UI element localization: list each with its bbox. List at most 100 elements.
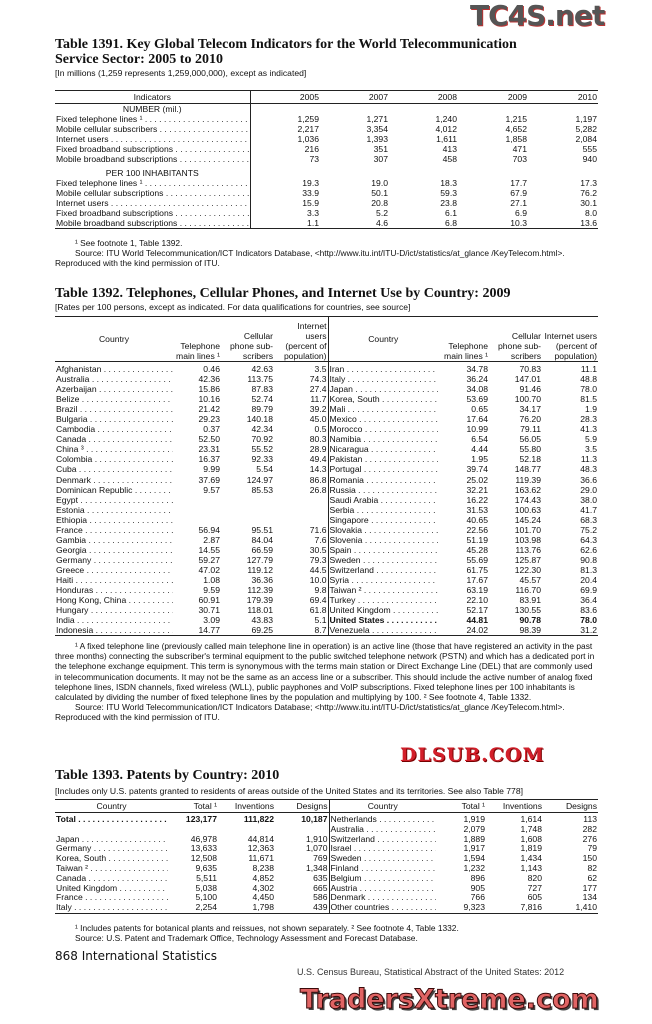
country-name: Germany: [55, 555, 173, 565]
row-label: Fixed telephone lines ¹: [55, 114, 251, 124]
country-name: Turkey: [327, 595, 438, 606]
country-name: Netherlands: [328, 812, 436, 825]
country-name: Georgia: [55, 545, 173, 555]
value-cell: 14.55: [198, 544, 220, 555]
value-cell: 45.28: [466, 544, 488, 555]
value-cell: 49.4: [274, 454, 329, 465]
country-name: Syria: [327, 574, 438, 586]
value-cell: [528, 104, 598, 115]
value-cell: 30.5: [274, 544, 329, 555]
table-1393-title: Table 1393. Patents by Country: 2010: [55, 768, 280, 783]
value-cell: 134: [582, 893, 597, 903]
country-name: Belgium: [328, 873, 436, 884]
column-header: Designs: [275, 799, 330, 813]
country-name: Japan: [327, 384, 438, 395]
value-cell: 81.5: [580, 394, 597, 405]
value-cell: 103.98: [514, 534, 541, 545]
value-cell: [173, 505, 221, 515]
country-name: Australia: [328, 824, 436, 835]
value-cell: 41.3: [580, 424, 597, 435]
value-cell: 48.3: [580, 464, 597, 475]
table-1391-title: Table 1391. Key Global Telecom Indicator…: [55, 37, 517, 67]
table-row: Internet users 15.9 20.8 23.8 27.1 30.1: [55, 198, 598, 208]
value-cell: 5.9: [585, 434, 597, 445]
value-cell: 15.9: [302, 198, 319, 208]
country-name: Japan: [55, 835, 168, 845]
value-cell: 216: [304, 144, 319, 154]
value-cell: 6.8: [445, 218, 457, 228]
table-1393: Country Total ¹ Inventions Designs Country To…: [55, 799, 598, 914]
value-cell: 92.33: [251, 454, 273, 465]
value-cell: 22.56: [466, 524, 488, 535]
value-cell: 635: [275, 873, 330, 884]
value-cell: 1,215: [505, 114, 527, 124]
table-row: PER 100 INHABITANTS: [55, 164, 598, 178]
value-cell: 147.01: [514, 374, 541, 385]
value-cell: 140.18: [246, 414, 273, 425]
value-cell: 28.3: [580, 414, 597, 425]
table-1393-notes: ¹ Includes patents for botanical plants …: [55, 923, 600, 943]
value-cell: 41.7: [580, 504, 597, 515]
country-name: Iran: [327, 361, 438, 375]
value-cell: 112.39: [247, 585, 273, 596]
value-cell: 17.67: [466, 574, 488, 585]
value-cell: 32.21: [466, 484, 488, 495]
value-cell: 71.6: [274, 524, 329, 535]
column-header: Cellular phone sub-scribers: [489, 316, 542, 362]
value-cell: 10,187: [275, 812, 330, 825]
country-name: Pakistan: [327, 454, 438, 465]
country-name: Other countries: [328, 903, 436, 914]
country-name: France: [55, 525, 173, 535]
value-cell: 17.3: [580, 178, 597, 188]
country-name: Austria: [328, 883, 436, 894]
value-cell: 5,511: [196, 873, 217, 883]
value-cell: 48.8: [580, 374, 597, 385]
value-cell: [221, 515, 274, 525]
value-cell: 307: [373, 154, 388, 164]
value-cell: 111,822: [243, 814, 274, 824]
row-label: Internet users: [55, 198, 251, 208]
value-cell: 62.6: [580, 544, 597, 555]
value-cell: 4,302: [252, 883, 274, 893]
value-cell: 101.70: [514, 524, 541, 535]
source: Source: ITU World Telecommunication/ICT …: [55, 702, 565, 723]
column-header: Country: [55, 799, 168, 813]
value-cell: 6.54: [471, 434, 488, 445]
value-cell: [389, 164, 458, 178]
value-cell: 61.75: [466, 564, 488, 575]
value-cell: 5,038: [195, 883, 217, 893]
table-1392: Country Telephone main lines ¹ Cellular ph…: [55, 316, 598, 637]
value-cell: 174.43: [514, 494, 541, 505]
country-name: United Kingdom: [55, 884, 168, 894]
value-cell: 1.1: [307, 218, 319, 228]
value-cell: 145.24: [514, 514, 541, 525]
country-name: Egypt: [55, 495, 173, 505]
value-cell: 50.1: [371, 188, 388, 198]
country-name: Russia: [327, 484, 438, 495]
table-row: NUMBER (mil.): [55, 103, 598, 115]
value-cell: 124.97: [246, 474, 273, 485]
value-cell: 55.52: [251, 444, 273, 455]
value-cell: 1,611: [436, 134, 457, 144]
value-cell: 12,363: [247, 844, 274, 854]
footnote: ¹ A fixed telephone line (previously cal…: [55, 641, 595, 703]
value-cell: 150: [582, 854, 597, 864]
value-cell: 30.1: [580, 198, 597, 208]
country-name: Canada: [55, 874, 168, 884]
table-row: Australia 2,079 1,748 282: [55, 824, 598, 835]
country-name: Colombia: [55, 454, 173, 464]
value-cell: 62: [587, 873, 597, 883]
value-cell: 29.0: [580, 484, 597, 495]
value-cell: 0.37: [203, 424, 220, 435]
country-name: [55, 825, 168, 835]
